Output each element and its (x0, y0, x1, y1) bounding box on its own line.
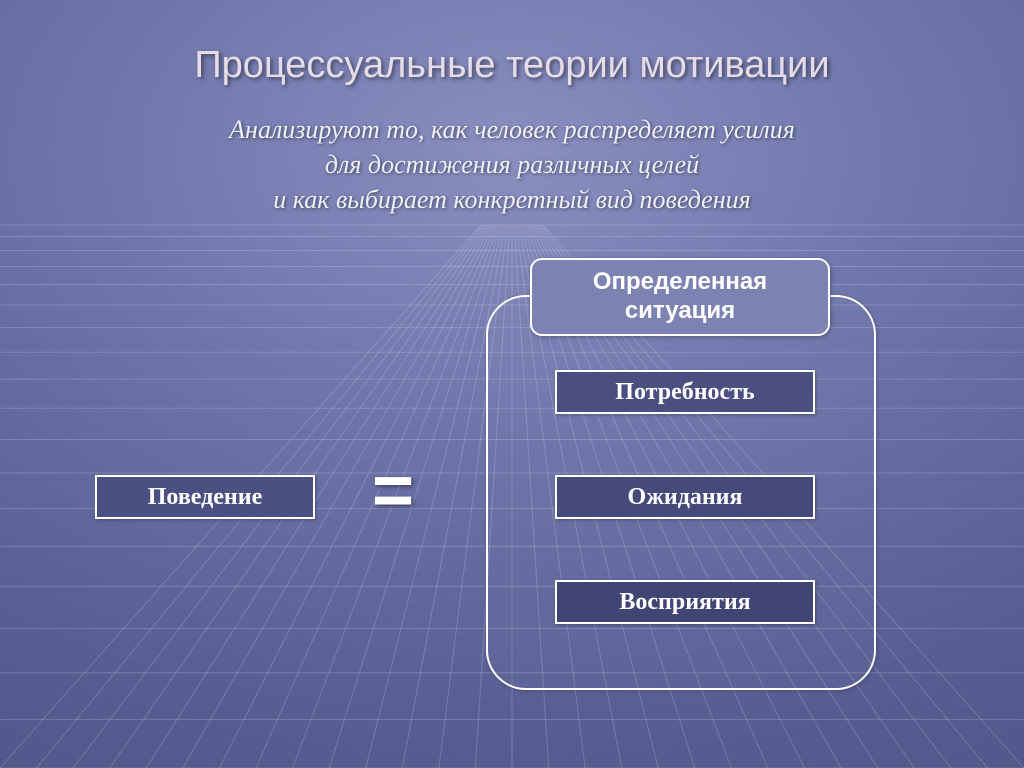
equals-sign: = (372, 450, 414, 532)
expectation-box: Ожидания (555, 475, 815, 519)
situation-header-box: Определенная ситуация (530, 258, 830, 336)
perception-box: Восприятия (555, 580, 815, 624)
need-box: Потребность (555, 370, 815, 414)
slide-title: Процессуальные теории мотивации (0, 44, 1024, 87)
subtitle-line-1: Анализируют то, как человек распределяет… (0, 112, 1024, 147)
behavior-box: Поведение (95, 475, 315, 519)
need-label: Потребность (615, 379, 754, 406)
perception-label: Восприятия (619, 589, 750, 616)
subtitle-line-3: и как выбирает конкретный вид поведения (0, 182, 1024, 217)
behavior-label: Поведение (148, 484, 262, 511)
slide-subtitle: Анализируют то, как человек распределяет… (0, 112, 1024, 217)
situation-header-line1: Определенная (593, 268, 767, 297)
situation-header-line2: ситуация (593, 297, 767, 326)
expectation-label: Ожидания (628, 484, 743, 511)
subtitle-line-2: для достижения различных целей (0, 147, 1024, 182)
